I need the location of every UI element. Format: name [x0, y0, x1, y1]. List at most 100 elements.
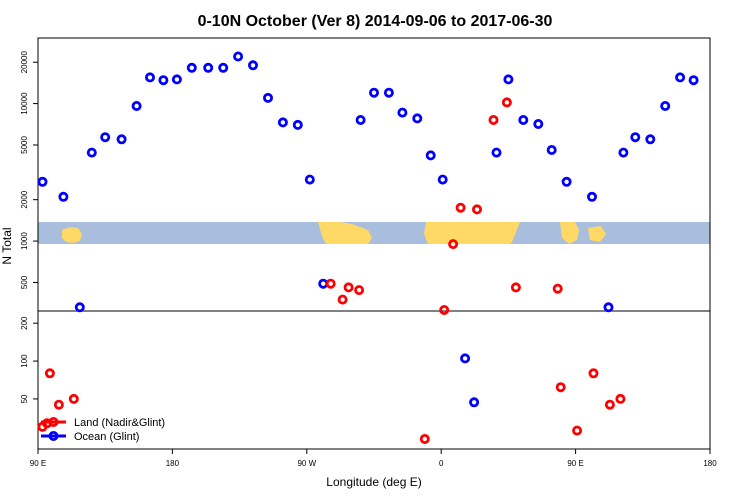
ocean-point: [412, 113, 423, 124]
land-point: [604, 399, 615, 410]
x-tick-label: 90 E: [567, 459, 583, 468]
land-point: [501, 97, 512, 108]
map-land-sumatra: [560, 222, 579, 244]
land-point: [439, 304, 450, 315]
ocean-point: [503, 74, 514, 85]
y-tick-label: 1000: [20, 232, 29, 250]
y-tick-label: 2000: [20, 190, 29, 208]
ocean-point: [37, 176, 48, 187]
land-point: [343, 282, 354, 293]
ocean-point: [233, 51, 244, 62]
ocean-point: [58, 191, 69, 202]
map-land-africa: [424, 222, 520, 244]
lower-panel: 50 100 200: [20, 310, 711, 450]
y-tick-label: 100: [20, 354, 29, 368]
data-points: [37, 51, 699, 444]
legend-entry: Land (Nadir&Glint): [74, 417, 165, 429]
land-point: [488, 115, 499, 126]
ocean-point: [437, 174, 448, 185]
land-point: [471, 204, 482, 215]
ocean-point: [355, 115, 366, 126]
ocean-point: [74, 302, 85, 313]
land-point: [572, 425, 583, 436]
map-ocean: [38, 222, 710, 244]
map-land-south-america: [318, 222, 372, 244]
map-land-australia: [62, 227, 82, 243]
ocean-point: [675, 72, 686, 83]
land-point: [419, 433, 430, 444]
upper-panel-frame: [37, 37, 711, 312]
x-tick-label: 180: [703, 459, 717, 468]
ocean-point: [383, 87, 394, 98]
land-point: [455, 202, 466, 213]
ocean-point: [491, 147, 502, 158]
x-tick-label: 0: [439, 459, 444, 468]
land-point: [325, 278, 336, 289]
legend: Land (Nadir&Glint) Ocean (Glint): [41, 416, 165, 443]
y-tick-label: 500: [20, 275, 29, 289]
ocean-point: [116, 134, 127, 145]
ocean-point: [587, 191, 598, 202]
ocean-point: [171, 74, 182, 85]
upper-panel: 500 1000 2000 5000 10000 20000: [20, 37, 711, 312]
ocean-point: [660, 101, 671, 112]
legend-entry: Ocean (Glint): [74, 431, 139, 443]
ocean-point: [645, 134, 656, 145]
y-tick-label: 10000: [20, 92, 29, 115]
map-land-new-guinea: [588, 226, 606, 242]
land-point: [588, 368, 599, 379]
x-tick-label: 90 W: [297, 459, 316, 468]
ocean-point: [292, 119, 303, 130]
ocean-point: [533, 119, 544, 130]
lower-panel-frame: [37, 310, 711, 450]
x-tick-label: 90 E: [30, 459, 46, 468]
ocean-point: [561, 176, 572, 187]
ocean-point: [203, 62, 214, 73]
ocean-point: [460, 353, 471, 364]
ocean-point: [144, 72, 155, 83]
land-point: [68, 393, 79, 404]
ocean-point: [186, 62, 197, 73]
ocean-point: [100, 132, 111, 143]
y-tick-label: 20000: [20, 51, 29, 74]
x-axis-label: Longitude (deg E): [326, 475, 421, 489]
land-point: [510, 282, 521, 293]
y-tick-label: 200: [20, 316, 29, 330]
land-point: [354, 285, 365, 296]
ocean-point: [630, 132, 641, 143]
ocean-point: [425, 150, 436, 161]
ocean-point: [603, 302, 614, 313]
world-map-band: [38, 222, 710, 244]
legend-marker: [48, 416, 59, 427]
ocean-point: [618, 147, 629, 158]
land-point: [615, 393, 626, 404]
ocean-point: [304, 174, 315, 185]
y-axis-upper: 500 1000 2000 5000 10000 20000: [20, 51, 38, 289]
ocean-point: [546, 144, 557, 155]
land-point: [337, 294, 348, 305]
ocean-point: [688, 75, 699, 86]
x-tick-label: 180: [166, 459, 180, 468]
ocean-point: [131, 101, 142, 112]
y-axis-label: N Total: [0, 227, 14, 264]
land-point: [53, 399, 64, 410]
legend-marker: [48, 430, 59, 441]
ocean-point: [247, 60, 258, 71]
ocean-point: [158, 75, 169, 86]
ocean-point: [86, 147, 97, 158]
land-point: [552, 283, 563, 294]
land-point: [448, 239, 459, 250]
ocean-point: [218, 62, 229, 73]
y-axis-lower: 50 100 200: [20, 316, 38, 403]
ocean-point: [368, 87, 379, 98]
ocean-point: [277, 117, 288, 128]
land-point: [555, 382, 566, 393]
ocean-point: [469, 397, 480, 408]
y-tick-label: 5000: [20, 136, 29, 154]
ocean-point: [262, 92, 273, 103]
ocean-point: [397, 107, 408, 118]
y-tick-label: 50: [20, 394, 29, 403]
x-axis: 90 E 180 90 W 0 90 E 180: [30, 449, 717, 468]
ocean-point: [518, 115, 529, 126]
